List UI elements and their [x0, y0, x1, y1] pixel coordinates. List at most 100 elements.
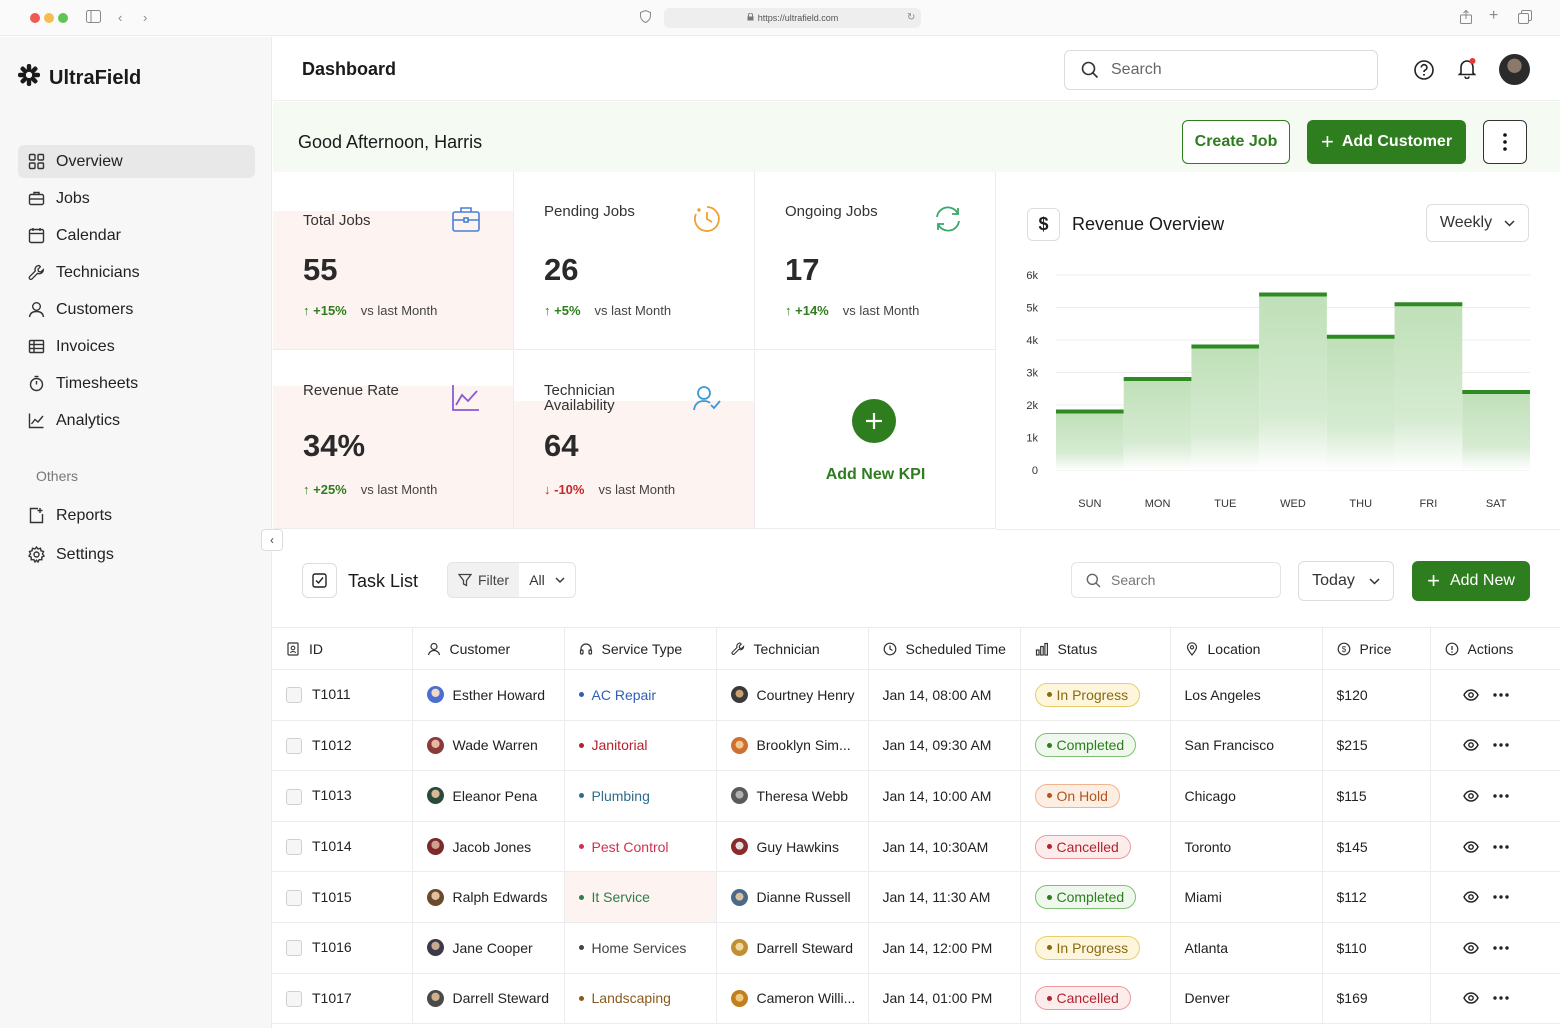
- eye-icon[interactable]: [1462, 739, 1479, 752]
- kpi-card-ongoing-jobs[interactable]: Ongoing Jobs 17 ↑ +14% vs last Month: [755, 172, 996, 350]
- collapse-sidebar-button[interactable]: ‹: [261, 529, 283, 551]
- column-header-status[interactable]: Status: [1019, 627, 1170, 670]
- more-horizontal-icon[interactable]: [1492, 794, 1509, 798]
- new-tab-icon[interactable]: +: [1489, 7, 1499, 24]
- column-header-customer[interactable]: Customer: [411, 627, 564, 670]
- row-checkbox[interactable]: [286, 991, 302, 1007]
- row-checkbox[interactable]: [286, 788, 302, 805]
- more-horizontal-icon[interactable]: [1492, 844, 1509, 849]
- filter-select[interactable]: All: [519, 563, 575, 597]
- column-header-location[interactable]: Location: [1169, 627, 1322, 670]
- sidebar-toggle-icon[interactable]: [86, 10, 101, 27]
- back-arrow-icon[interactable]: ‹: [118, 10, 123, 25]
- row-checkbox[interactable]: [286, 738, 302, 755]
- row-checkbox[interactable]: [286, 687, 302, 704]
- more-horizontal-icon[interactable]: [1492, 693, 1509, 697]
- column-header-service-type[interactable]: Service Type: [563, 627, 716, 670]
- date-filter-select[interactable]: Today: [1298, 561, 1394, 601]
- kpi-delta: ↑ +15% vs last Month: [303, 303, 437, 318]
- brand-logo[interactable]: UltraField: [18, 64, 141, 92]
- cell-technician: Courtney Henry: [715, 669, 868, 721]
- eye-icon[interactable]: [1462, 992, 1479, 1005]
- technician-avatar: [730, 787, 748, 805]
- kpi-label: Pending Jobs: [544, 203, 635, 220]
- add-new-task-button[interactable]: + Add New: [1412, 561, 1530, 601]
- sidebar-item-calendar[interactable]: Calendar: [18, 219, 255, 252]
- sidebar-item-reports[interactable]: Reports: [18, 499, 255, 532]
- kpi-card-revenue-rate[interactable]: Revenue Rate 34% ↑ +25% vs last Month: [273, 351, 514, 529]
- table-row[interactable]: T1015 Ralph Edwards It Service Dianne Ru…: [272, 871, 1560, 923]
- revenue-bar[interactable]: [1056, 411, 1124, 471]
- cell-service-type: Landscaping: [563, 973, 716, 1025]
- column-header-scheduled-time[interactable]: Scheduled Time: [867, 627, 1020, 670]
- revenue-bar[interactable]: [1394, 304, 1463, 470]
- search-input[interactable]: Search: [1064, 50, 1378, 90]
- more-horizontal-icon[interactable]: [1492, 946, 1509, 950]
- table-row[interactable]: T1012 Wade Warren Janitorial Brooklyn Si…: [272, 720, 1560, 772]
- eye-icon[interactable]: [1462, 840, 1479, 853]
- customer-avatar: [426, 736, 444, 754]
- revenue-bar[interactable]: [1462, 392, 1530, 470]
- row-checkbox[interactable]: [286, 839, 302, 856]
- sidebar-item-invoices[interactable]: Invoices: [18, 330, 255, 363]
- tabs-overview-icon[interactable]: [1518, 10, 1532, 28]
- more-options-button[interactable]: [1483, 120, 1527, 164]
- sidebar-item-technicians[interactable]: Technicians: [18, 256, 255, 289]
- revenue-bar[interactable]: [1123, 379, 1192, 470]
- add-kpi-card[interactable]: Add New KPI: [755, 351, 996, 529]
- address-bar[interactable]: https://ultrafield.com: [664, 8, 921, 28]
- eye-icon[interactable]: [1462, 689, 1479, 701]
- table-header-row: ID Customer Service Type Technician Sche…: [272, 627, 1560, 670]
- share-icon[interactable]: [1460, 9, 1472, 28]
- revenue-bar[interactable]: [1326, 336, 1395, 470]
- sidebar-item-overview[interactable]: Overview: [18, 145, 255, 178]
- table-row[interactable]: T1014 Jacob Jones Pest Control Guy Hawki…: [272, 821, 1560, 873]
- maximize-window-button[interactable]: [58, 13, 68, 23]
- task-search-input[interactable]: Search: [1071, 562, 1281, 598]
- table-row[interactable]: T1017 Darrell Steward Landscaping Camero…: [272, 973, 1560, 1025]
- close-window-button[interactable]: [30, 13, 40, 23]
- filter-button[interactable]: Filter: [448, 563, 519, 597]
- kpi-card-technician-availability[interactable]: Technician Availability 64 ↓ -10% vs las…: [514, 351, 755, 529]
- sidebar-item-label: Technicians: [56, 263, 140, 281]
- sidebar-item-settings[interactable]: Settings: [18, 538, 255, 571]
- more-horizontal-icon[interactable]: [1492, 743, 1509, 748]
- create-job-button[interactable]: Create Job: [1182, 120, 1290, 164]
- column-header-technician[interactable]: Technician: [715, 627, 868, 670]
- reload-icon[interactable]: ↻: [907, 12, 916, 23]
- eye-icon[interactable]: [1462, 891, 1479, 903]
- add-kpi-button[interactable]: [852, 399, 896, 443]
- eye-icon[interactable]: [1462, 942, 1479, 954]
- forward-arrow-icon[interactable]: ›: [143, 10, 148, 25]
- table-row[interactable]: T1011 Esther Howard AC Repair Courtney H…: [272, 669, 1560, 721]
- minimize-window-button[interactable]: [44, 13, 54, 23]
- cell-service-type: AC Repair: [563, 669, 716, 721]
- sidebar-item-customers[interactable]: Customers: [18, 293, 255, 326]
- kpi-card-pending-jobs[interactable]: Pending Jobs 26 ↑ +5% vs last Month: [514, 172, 755, 350]
- more-horizontal-icon[interactable]: [1492, 996, 1509, 1001]
- table-row[interactable]: T1016 Jane Cooper Home Services Darrell …: [272, 922, 1560, 974]
- sidebar-item-jobs[interactable]: Jobs: [18, 182, 255, 215]
- more-horizontal-icon[interactable]: [1492, 895, 1509, 899]
- sidebar-item-analytics[interactable]: Analytics: [18, 404, 255, 437]
- sidebar-item-timesheets[interactable]: Timesheets: [18, 367, 255, 400]
- x-tick-label: THU: [1349, 498, 1372, 510]
- row-checkbox[interactable]: [286, 940, 302, 957]
- add-customer-button[interactable]: + Add Customer: [1307, 120, 1466, 164]
- period-select[interactable]: Weekly: [1426, 204, 1529, 242]
- column-header-id[interactable]: ID: [272, 627, 412, 670]
- revenue-bar[interactable]: [1191, 346, 1260, 471]
- revenue-bar[interactable]: [1259, 294, 1327, 471]
- table-row[interactable]: T1013 Eleanor Pena Plumbing Theresa Webb…: [272, 770, 1560, 822]
- help-icon[interactable]: [1413, 59, 1435, 81]
- cell-location: Los Angeles: [1169, 669, 1322, 721]
- eye-icon[interactable]: [1462, 790, 1479, 802]
- column-header-price[interactable]: $ Price: [1321, 627, 1430, 670]
- user-avatar[interactable]: [1499, 54, 1530, 85]
- bell-icon[interactable]: [1456, 57, 1478, 79]
- service-dot: [578, 894, 584, 900]
- row-checkbox[interactable]: [286, 889, 302, 906]
- kpi-card-total-jobs[interactable]: Total Jobs 55 ↑ +15% vs last Month: [273, 172, 514, 350]
- add-kpi-label[interactable]: Add New KPI: [825, 466, 926, 483]
- sidebar-item-label: Invoices: [56, 337, 115, 355]
